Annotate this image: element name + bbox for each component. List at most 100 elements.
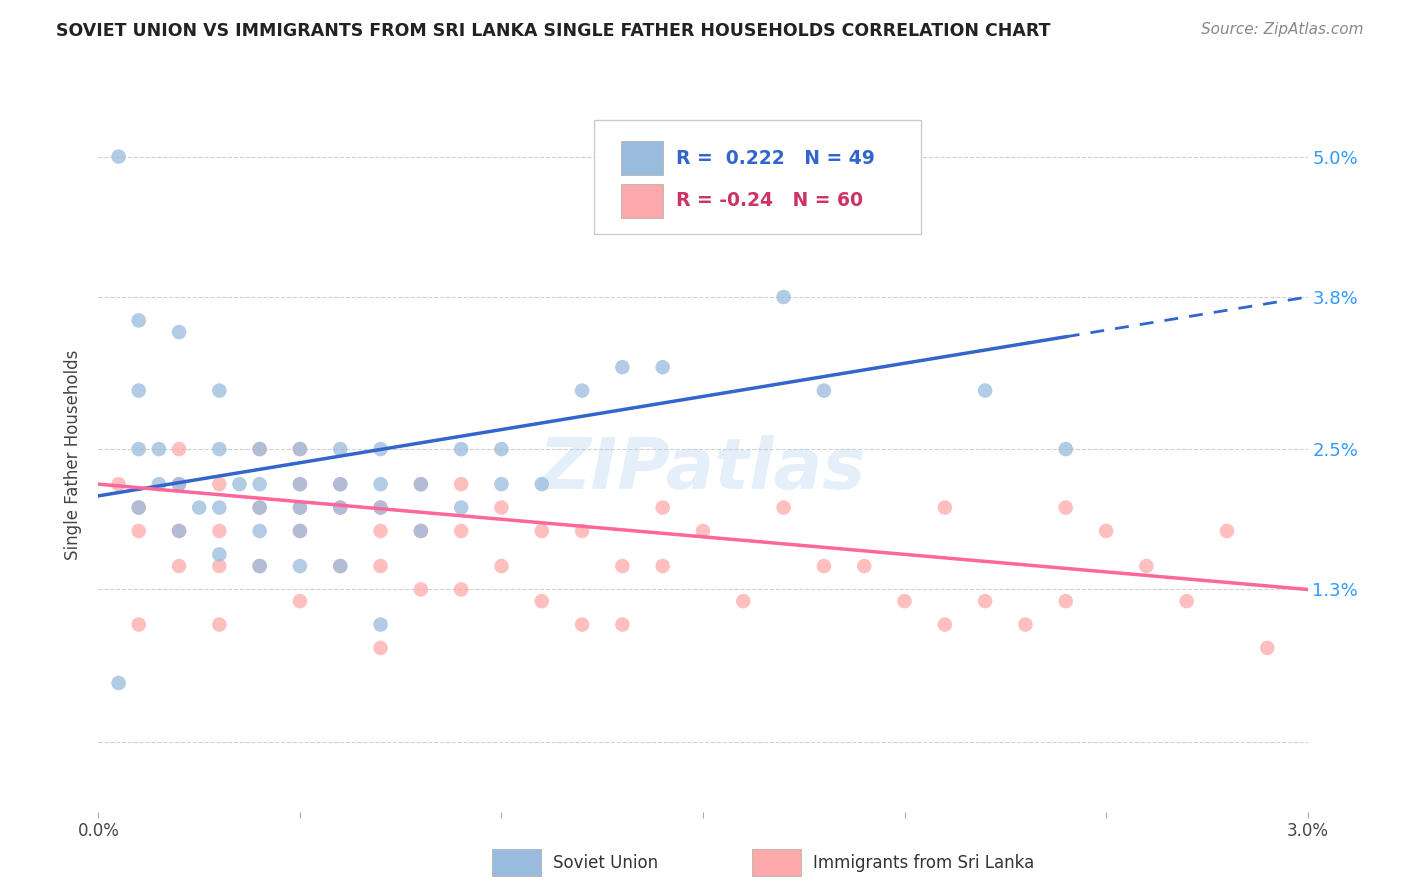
- Point: [651, 360, 673, 375]
- Point: [208, 442, 231, 456]
- Point: [450, 442, 472, 456]
- Point: [249, 477, 271, 491]
- Point: [128, 500, 150, 515]
- Text: ZIPatlas: ZIPatlas: [540, 434, 866, 504]
- Point: [208, 500, 231, 515]
- Point: [1054, 500, 1077, 515]
- Point: [1135, 559, 1157, 574]
- Point: [1256, 640, 1278, 655]
- Point: [167, 442, 190, 456]
- Point: [733, 594, 755, 608]
- Point: [249, 559, 271, 574]
- Point: [853, 559, 876, 574]
- Point: [208, 559, 231, 574]
- Point: [107, 676, 129, 690]
- Point: [188, 500, 211, 515]
- Point: [409, 524, 432, 538]
- Point: [329, 477, 352, 491]
- Point: [450, 524, 472, 538]
- Point: [1054, 594, 1077, 608]
- FancyBboxPatch shape: [595, 120, 921, 234]
- Point: [249, 500, 271, 515]
- Point: [288, 524, 311, 538]
- Point: [1095, 524, 1118, 538]
- Point: [571, 524, 593, 538]
- Point: [772, 500, 794, 515]
- Point: [491, 559, 513, 574]
- Y-axis label: Single Father Households: Single Father Households: [65, 350, 83, 560]
- Point: [208, 547, 231, 561]
- Point: [167, 559, 190, 574]
- Point: [370, 617, 392, 632]
- Point: [167, 524, 190, 538]
- Point: [934, 617, 956, 632]
- Point: [329, 442, 352, 456]
- FancyBboxPatch shape: [621, 184, 664, 218]
- Point: [1216, 524, 1239, 538]
- Point: [409, 524, 432, 538]
- Point: [329, 477, 352, 491]
- Point: [370, 500, 392, 515]
- Point: [1014, 617, 1036, 632]
- Point: [107, 477, 129, 491]
- Point: [128, 617, 150, 632]
- Point: [934, 500, 956, 515]
- Point: [370, 477, 392, 491]
- Point: [893, 594, 915, 608]
- Point: [651, 559, 673, 574]
- Point: [612, 617, 634, 632]
- Point: [228, 477, 250, 491]
- Point: [491, 500, 513, 515]
- Point: [409, 582, 432, 597]
- Point: [813, 384, 835, 398]
- Point: [370, 524, 392, 538]
- Point: [288, 559, 311, 574]
- Point: [128, 500, 150, 515]
- Point: [128, 384, 150, 398]
- Point: [612, 559, 634, 574]
- Point: [370, 559, 392, 574]
- Point: [249, 524, 271, 538]
- Point: [288, 500, 311, 515]
- Point: [167, 477, 190, 491]
- Text: SOVIET UNION VS IMMIGRANTS FROM SRI LANKA SINGLE FATHER HOUSEHOLDS CORRELATION C: SOVIET UNION VS IMMIGRANTS FROM SRI LANK…: [56, 22, 1050, 40]
- Text: Soviet Union: Soviet Union: [553, 854, 658, 871]
- Point: [249, 442, 271, 456]
- Point: [107, 150, 129, 164]
- Point: [370, 500, 392, 515]
- Point: [128, 313, 150, 327]
- Point: [370, 640, 392, 655]
- Point: [530, 477, 553, 491]
- Point: [167, 524, 190, 538]
- Point: [249, 559, 271, 574]
- Point: [612, 360, 634, 375]
- Point: [288, 442, 311, 456]
- Point: [1054, 442, 1077, 456]
- Point: [329, 559, 352, 574]
- Text: R =  0.222   N = 49: R = 0.222 N = 49: [676, 149, 876, 168]
- Point: [772, 290, 794, 304]
- Text: R = -0.24   N = 60: R = -0.24 N = 60: [676, 192, 863, 211]
- Point: [249, 442, 271, 456]
- Point: [329, 500, 352, 515]
- Point: [450, 477, 472, 491]
- Point: [148, 477, 170, 491]
- Point: [249, 500, 271, 515]
- Point: [288, 524, 311, 538]
- Point: [450, 582, 472, 597]
- Point: [450, 500, 472, 515]
- Point: [288, 500, 311, 515]
- Point: [491, 442, 513, 456]
- Point: [530, 524, 553, 538]
- Point: [974, 384, 997, 398]
- Point: [288, 477, 311, 491]
- Text: Immigrants from Sri Lanka: Immigrants from Sri Lanka: [813, 854, 1033, 871]
- Point: [329, 500, 352, 515]
- Point: [208, 384, 231, 398]
- Point: [148, 442, 170, 456]
- Point: [370, 442, 392, 456]
- Point: [167, 325, 190, 339]
- Point: [288, 442, 311, 456]
- Point: [329, 559, 352, 574]
- Point: [409, 477, 432, 491]
